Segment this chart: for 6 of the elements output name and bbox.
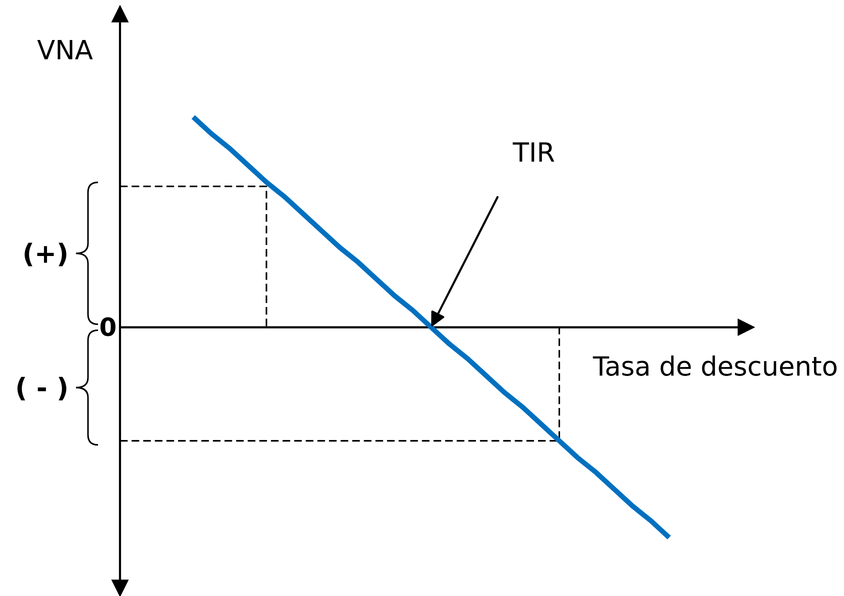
annotation: 0 <box>100 317 116 336</box>
text: ( - ) <box>17 376 66 400</box>
annotation: TIR <box>512 142 554 162</box>
text: (+) <box>24 242 66 266</box>
x-axis-title: Tasa de descuento <box>592 356 837 376</box>
y-axis-title: VNA <box>37 40 93 60</box>
